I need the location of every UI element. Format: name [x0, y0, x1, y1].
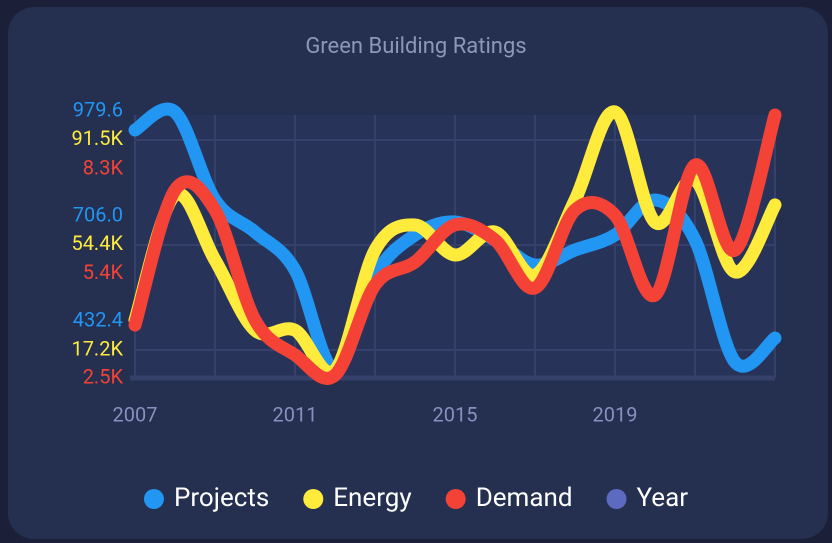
x-tick-label: 2011	[273, 402, 318, 426]
series-line	[128, 108, 782, 385]
legend-label: Projects	[174, 483, 269, 513]
y-tick-label: 432.4	[73, 307, 123, 331]
x-tick-label: 2019	[593, 402, 638, 426]
y-tick-label: 17.2K	[71, 336, 123, 360]
x-tick-label: 2007	[113, 402, 158, 426]
legend-label: Demand	[476, 483, 573, 513]
legend-marker	[143, 489, 164, 509]
legend-marker	[303, 489, 324, 509]
x-tick-label: 2015	[433, 402, 478, 426]
y-tick-label: 2.5K	[83, 364, 124, 388]
y-tick-label: 979.6	[73, 97, 123, 121]
y-tick-label: 54.4K	[71, 231, 123, 255]
y-tick-label: 5.4K	[83, 260, 124, 284]
y-tick-label: 8.3K	[83, 156, 124, 180]
chart-title: Green Building Ratings	[305, 34, 526, 59]
series-line	[128, 105, 782, 379]
legend-marker	[445, 489, 466, 509]
legend-marker	[606, 489, 627, 509]
legend-label: Year	[637, 483, 689, 513]
legend-label: Energy	[333, 483, 411, 513]
y-tick-label: 706.0	[73, 202, 123, 226]
y-tick-label: 91.5K	[71, 126, 123, 150]
